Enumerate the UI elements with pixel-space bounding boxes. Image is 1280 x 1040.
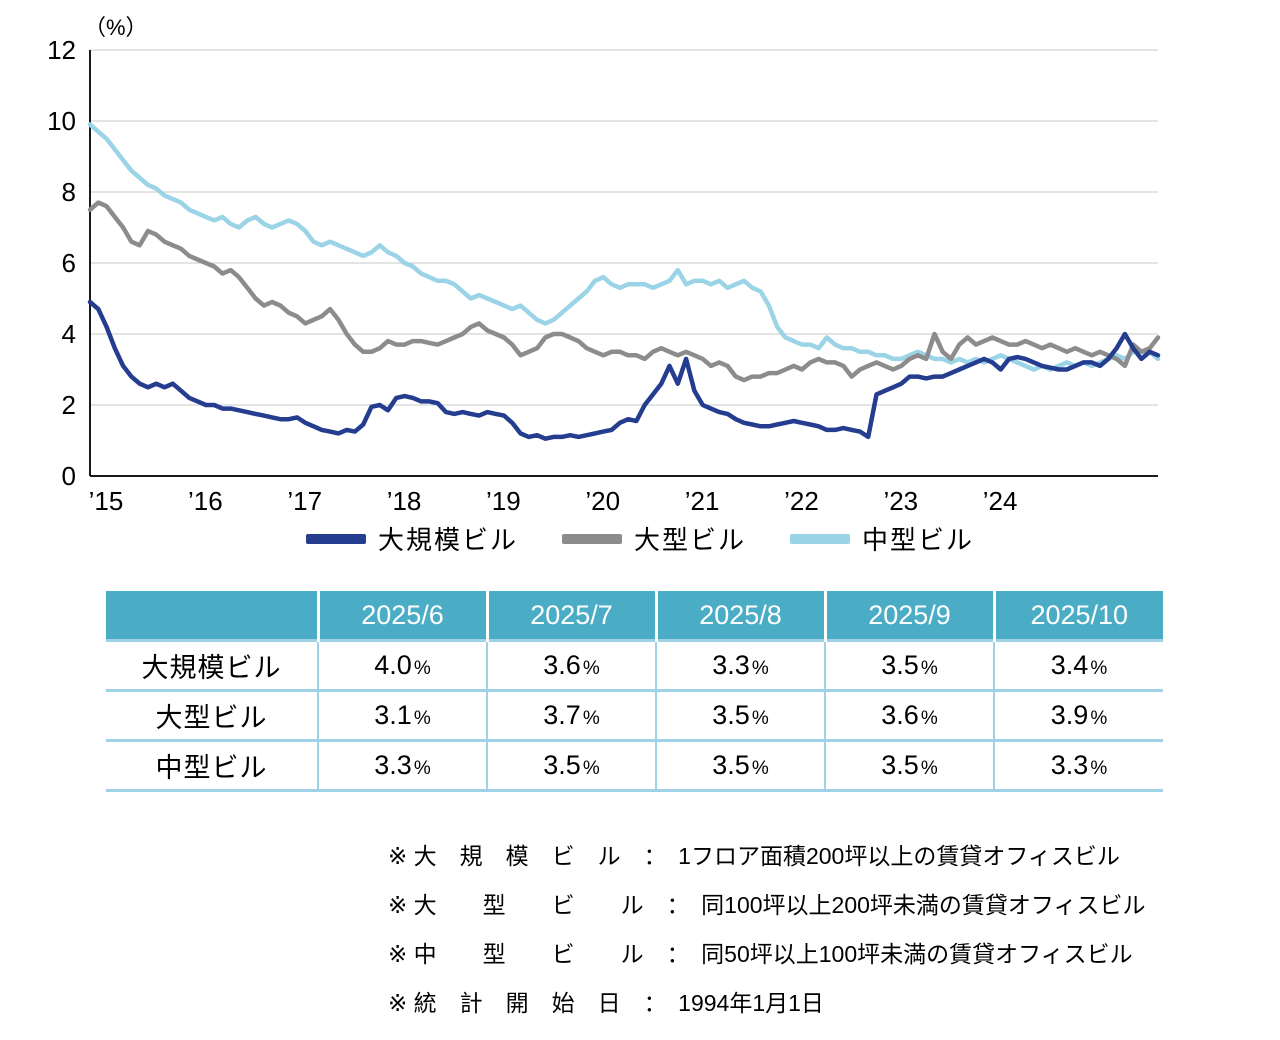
table-cell: 3.5%: [655, 739, 825, 792]
x-tick-label: ’19: [486, 486, 521, 516]
cell-value: 3.4: [1050, 650, 1089, 680]
legend-label: 大規模ビル: [377, 525, 518, 555]
x-tick-label: ’20: [585, 486, 620, 516]
table-col-header: 2025/9: [823, 591, 994, 641]
x-tick-label: ’15: [89, 486, 124, 516]
row-label: 中型ビル: [106, 739, 318, 792]
row-label: 大型ビル: [106, 689, 318, 741]
x-tick-label: ’22: [784, 486, 819, 516]
cell-unit: %: [582, 758, 600, 779]
cell-value: 4.0: [374, 650, 412, 680]
chart-legend: 大規模ビル 大型ビル 中型ビル: [0, 520, 1280, 557]
notes: ※ 大 規 模 ビ ル ： 1フロア面積200坪以上の賃貸オフィスビル ※ 大 型…: [388, 832, 1280, 1028]
cell-value: 3.9: [1050, 700, 1089, 730]
table-col-header: 2025/8: [654, 591, 825, 641]
legend-swatch: [305, 533, 366, 544]
cell-unit: %: [920, 708, 938, 729]
table-corner-cell: [106, 591, 318, 641]
cell-unit: %: [1090, 708, 1108, 729]
series-line-中型ビル: [87, 122, 1161, 372]
x-tick-label: ’16: [188, 486, 223, 516]
table-col-header: 2025/7: [485, 591, 656, 641]
table-cell: 3.5%: [655, 689, 825, 741]
y-tick-label: 6: [62, 248, 76, 278]
x-tick-label: ’17: [287, 486, 322, 516]
cell-value: 3.3: [374, 750, 412, 780]
vacancy-rate-chart-section: （%） 0 2 4 6 8 10 12 ’15 ’16 ’17 ’18 ’19 ’20 ’21 ’22 ’23…: [0, 15, 1280, 557]
legend-item-0: 大規模ビル: [305, 520, 518, 557]
legend-label: 大型ビル: [633, 525, 746, 555]
table-cell: 3.6%: [486, 639, 656, 691]
legend-item-1: 大型ビル: [561, 520, 746, 557]
cell-value: 3.1: [374, 700, 412, 730]
table-cell: 3.7%: [486, 689, 656, 741]
table-cell: 3.6%: [824, 689, 994, 741]
cell-unit: %: [413, 708, 431, 729]
cell-unit: %: [582, 658, 600, 679]
cell-value: 3.5: [881, 650, 919, 680]
y-tick-label: 4: [62, 319, 76, 349]
cell-value: 3.5: [712, 750, 750, 780]
table-cell: 3.3%: [993, 739, 1163, 792]
legend-swatch: [561, 533, 622, 544]
cell-value: 3.5: [881, 750, 919, 780]
table-row: 中型ビル 3.3% 3.5% 3.5% 3.5% 3.3%: [106, 739, 1163, 792]
series-line-大規模ビル: [87, 299, 1161, 441]
legend-label: 中型ビル: [862, 525, 975, 555]
table-cell: 3.1%: [317, 689, 487, 741]
cell-value: 3.3: [712, 650, 750, 680]
table-header-row: 2025/6 2025/7 2025/8 2025/9 2025/10: [106, 591, 1163, 641]
table-body: 大規模ビル 4.0% 3.6% 3.3% 3.5% 3.4% 大型ビル 3.1% 3.7% 3.5…: [106, 639, 1163, 792]
table-col-header: 2025/6: [316, 591, 487, 641]
table-cell: 3.3%: [317, 739, 487, 792]
table-cell: 3.5%: [824, 639, 994, 691]
y-tick-label: 2: [62, 390, 76, 420]
cell-value: 3.6: [543, 650, 581, 680]
cell-unit: %: [1090, 658, 1108, 679]
cell-unit: %: [1090, 758, 1108, 779]
cell-unit: %: [582, 708, 600, 729]
cell-value: 3.6: [881, 700, 919, 730]
table-cell: 3.5%: [824, 739, 994, 792]
row-label: 大規模ビル: [106, 639, 318, 691]
vacancy-rate-table: 2025/6 2025/7 2025/8 2025/9 2025/10 大規模ビル 4.0…: [106, 591, 1163, 792]
table-cell: 3.5%: [486, 739, 656, 792]
y-tick-label: 8: [62, 177, 76, 207]
cell-value: 3.5: [712, 700, 750, 730]
cell-unit: %: [751, 708, 769, 729]
table-row: 大規模ビル 4.0% 3.6% 3.3% 3.5% 3.4%: [106, 639, 1163, 691]
x-tick-label: ’21: [685, 486, 720, 516]
cell-value: 3.3: [1050, 750, 1089, 780]
x-tick-label: ’24: [983, 486, 1018, 516]
x-tick-label: ’18: [387, 486, 422, 516]
y-tick-label: 12: [47, 38, 76, 65]
legend-item-2: 中型ビル: [790, 520, 974, 557]
y-tick-label: 0: [62, 461, 76, 491]
cell-unit: %: [751, 758, 769, 779]
cell-unit: %: [920, 758, 938, 779]
vacancy-chart: 0 2 4 6 8 10 12 ’15 ’16 ’17 ’18 ’19 ’20 ’21 ’22 ’23 ’24: [47, 38, 1161, 516]
legend-swatch: [790, 533, 850, 544]
note-line: ※ 大 型 ビ ル ： 同100坪以上200坪未満の賃貸オフィスビル: [388, 892, 1146, 918]
cell-unit: %: [413, 658, 431, 679]
y-axis-unit-label: （%）: [84, 15, 148, 40]
cell-value: 3.7: [543, 700, 581, 730]
note-line: ※ 統 計 開 始 日 ： 1994年1月1日: [388, 990, 824, 1016]
note-line: ※ 中 型 ビ ル ： 同50坪以上100坪未満の賃貸オフィスビル: [388, 941, 1133, 967]
table-cell: 3.9%: [993, 689, 1163, 741]
table-cell: 4.0%: [317, 639, 487, 691]
table-row: 大型ビル 3.1% 3.7% 3.5% 3.6% 3.9%: [106, 689, 1163, 741]
table-cell: 3.4%: [993, 639, 1163, 691]
note-line: ※ 大 規 模 ビ ル ： 1フロア面積200坪以上の賃貸オフィスビル: [388, 843, 1120, 869]
cell-value: 3.5: [543, 750, 581, 780]
series-line-大型ビル: [87, 200, 1161, 383]
cell-unit: %: [920, 658, 938, 679]
cell-unit: %: [413, 758, 431, 779]
table-cell: 3.3%: [655, 639, 825, 691]
table-col-header: 2025/10: [992, 591, 1163, 641]
cell-unit: %: [751, 658, 769, 679]
y-tick-label: 10: [47, 106, 76, 136]
x-tick-label: ’23: [883, 486, 918, 516]
